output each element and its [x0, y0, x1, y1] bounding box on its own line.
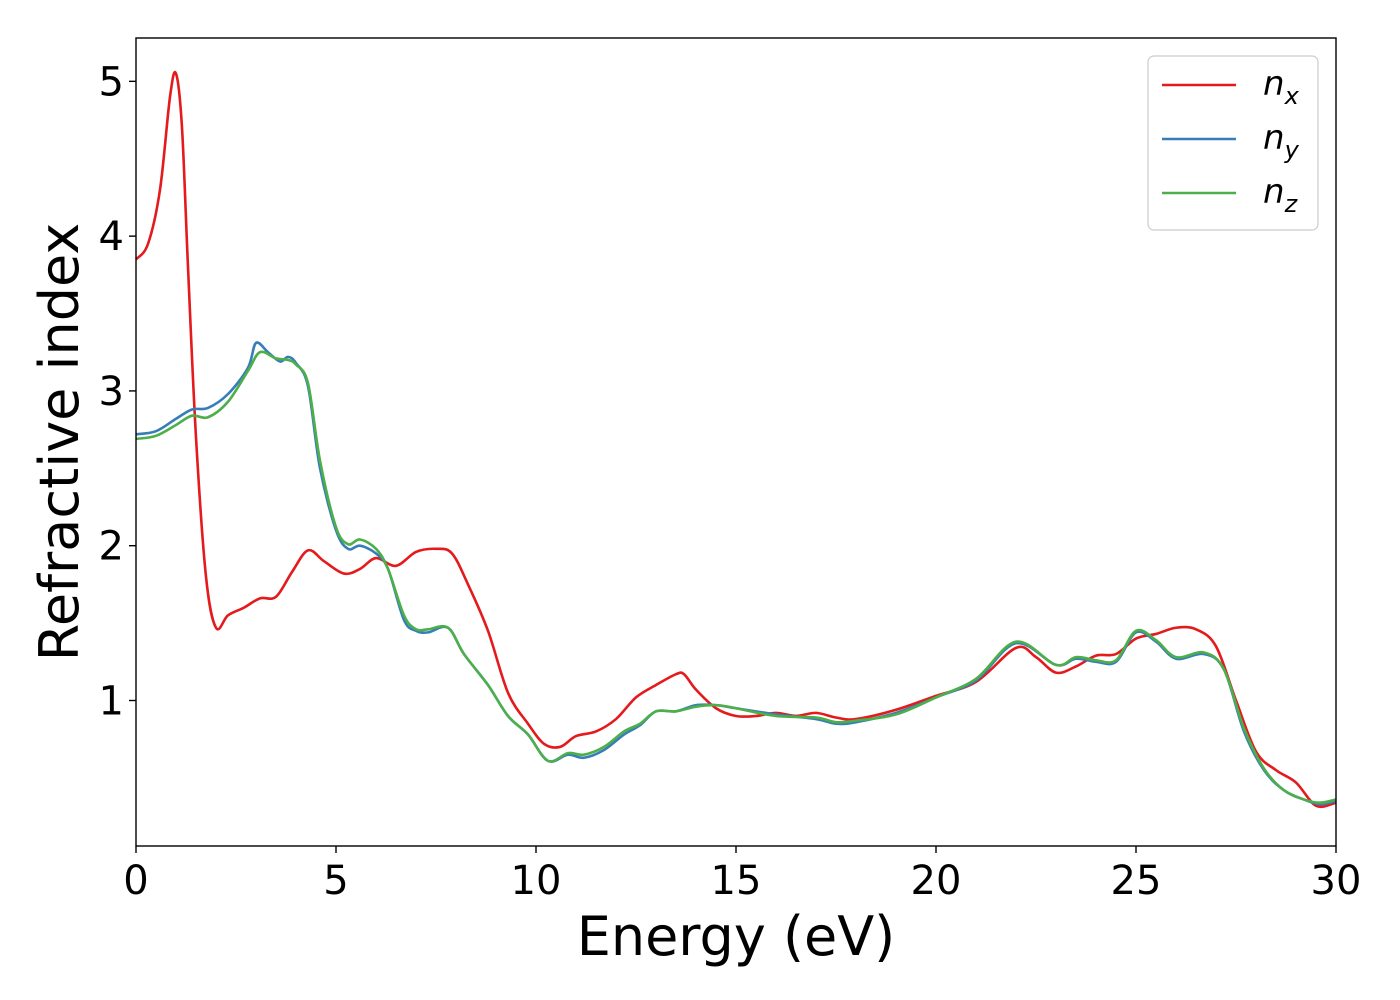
series-line-nz: [135, 350, 1337, 804]
x-tick-label: 0: [123, 858, 148, 904]
series-layer: [134, 71, 1337, 809]
x-tick-label: 20: [911, 858, 962, 904]
x-axis-ticks: 0 5 10 15 20 25 30: [123, 846, 1361, 904]
y-tick-label: 1: [99, 678, 124, 724]
legend-box: [1147, 55, 1319, 231]
plot-background: [136, 38, 1336, 846]
series-line-ny: [135, 341, 1337, 806]
x-tick-label: 25: [1111, 858, 1162, 904]
x-axis-label: Energy (eV): [577, 905, 896, 968]
y-tick-label: 3: [99, 369, 124, 415]
x-tick-label: 10: [511, 858, 562, 904]
y-tick-label: 4: [99, 214, 124, 260]
y-axis-ticks: 1 2 3 4 5: [99, 59, 136, 724]
x-tick-label: 5: [323, 858, 348, 904]
x-tick-label: 15: [711, 858, 762, 904]
x-tick-label: 30: [1311, 858, 1362, 904]
y-tick-label: 2: [99, 524, 124, 570]
y-tick-label: 5: [99, 59, 124, 105]
y-axis-label: Refractive index: [28, 223, 91, 662]
series-line-nx: [134, 71, 1337, 809]
